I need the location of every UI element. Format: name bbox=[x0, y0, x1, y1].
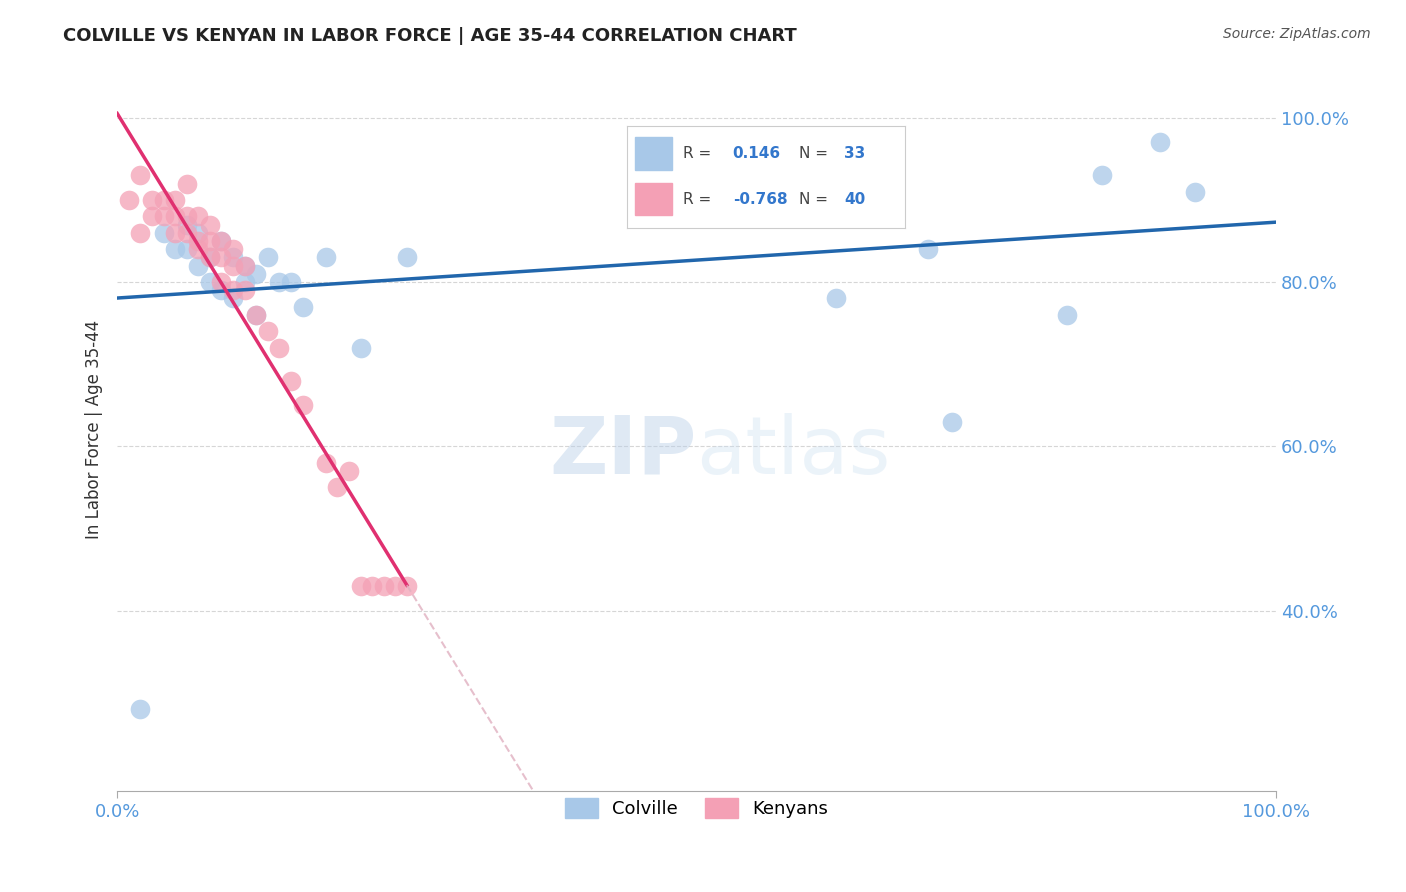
Text: COLVILLE VS KENYAN IN LABOR FORCE | AGE 35-44 CORRELATION CHART: COLVILLE VS KENYAN IN LABOR FORCE | AGE … bbox=[63, 27, 797, 45]
Point bbox=[1184, 185, 1206, 199]
Point bbox=[349, 579, 371, 593]
Point bbox=[211, 251, 233, 265]
Point bbox=[176, 226, 198, 240]
Point bbox=[198, 251, 221, 265]
Point bbox=[291, 300, 314, 314]
Point bbox=[176, 242, 198, 256]
Point bbox=[685, 210, 707, 224]
Point bbox=[280, 275, 302, 289]
Point bbox=[337, 464, 360, 478]
Point bbox=[129, 702, 152, 716]
Point bbox=[384, 579, 406, 593]
Point bbox=[198, 251, 221, 265]
Point bbox=[245, 308, 267, 322]
Point bbox=[176, 218, 198, 232]
Point bbox=[917, 242, 939, 256]
Point bbox=[187, 210, 209, 224]
Point bbox=[165, 242, 187, 256]
Point bbox=[152, 193, 174, 207]
Point bbox=[222, 259, 245, 273]
Point bbox=[233, 259, 256, 273]
Point bbox=[222, 251, 245, 265]
Point bbox=[662, 210, 685, 224]
Point bbox=[152, 226, 174, 240]
Point bbox=[233, 275, 256, 289]
Point bbox=[1091, 169, 1114, 183]
Point bbox=[165, 193, 187, 207]
Text: atlas: atlas bbox=[696, 413, 891, 491]
Point bbox=[187, 226, 209, 240]
Point bbox=[141, 210, 163, 224]
Point bbox=[187, 234, 209, 248]
Point bbox=[211, 234, 233, 248]
Point bbox=[233, 283, 256, 297]
Point bbox=[1149, 136, 1171, 150]
Point bbox=[198, 275, 221, 289]
Point bbox=[373, 579, 395, 593]
Point bbox=[395, 251, 418, 265]
Point bbox=[129, 169, 152, 183]
Y-axis label: In Labor Force | Age 35-44: In Labor Force | Age 35-44 bbox=[86, 320, 103, 540]
Point bbox=[269, 275, 291, 289]
Point bbox=[141, 193, 163, 207]
Point bbox=[395, 579, 418, 593]
Point bbox=[291, 398, 314, 412]
Point bbox=[198, 234, 221, 248]
Point bbox=[176, 177, 198, 191]
Legend: Colville, Kenyans: Colville, Kenyans bbox=[558, 790, 835, 826]
Point bbox=[211, 234, 233, 248]
Point bbox=[222, 242, 245, 256]
Point bbox=[824, 292, 846, 306]
Point bbox=[198, 218, 221, 232]
Point bbox=[326, 480, 349, 494]
Point bbox=[211, 275, 233, 289]
Point bbox=[280, 374, 302, 388]
Point bbox=[245, 267, 267, 281]
Point bbox=[1056, 308, 1078, 322]
Point bbox=[349, 341, 371, 355]
Point bbox=[187, 259, 209, 273]
Point bbox=[222, 292, 245, 306]
Point bbox=[165, 210, 187, 224]
Point bbox=[187, 242, 209, 256]
Point bbox=[211, 283, 233, 297]
Point bbox=[176, 210, 198, 224]
Point bbox=[222, 283, 245, 297]
Point bbox=[129, 226, 152, 240]
Point bbox=[941, 415, 963, 429]
Text: Source: ZipAtlas.com: Source: ZipAtlas.com bbox=[1223, 27, 1371, 41]
Point bbox=[118, 193, 141, 207]
Text: ZIP: ZIP bbox=[550, 413, 696, 491]
Point bbox=[245, 308, 267, 322]
Point bbox=[361, 579, 384, 593]
Point bbox=[315, 251, 337, 265]
Point bbox=[165, 226, 187, 240]
Point bbox=[315, 456, 337, 470]
Point bbox=[256, 251, 278, 265]
Point bbox=[256, 324, 278, 338]
Point bbox=[152, 210, 174, 224]
Point bbox=[233, 259, 256, 273]
Point bbox=[269, 341, 291, 355]
